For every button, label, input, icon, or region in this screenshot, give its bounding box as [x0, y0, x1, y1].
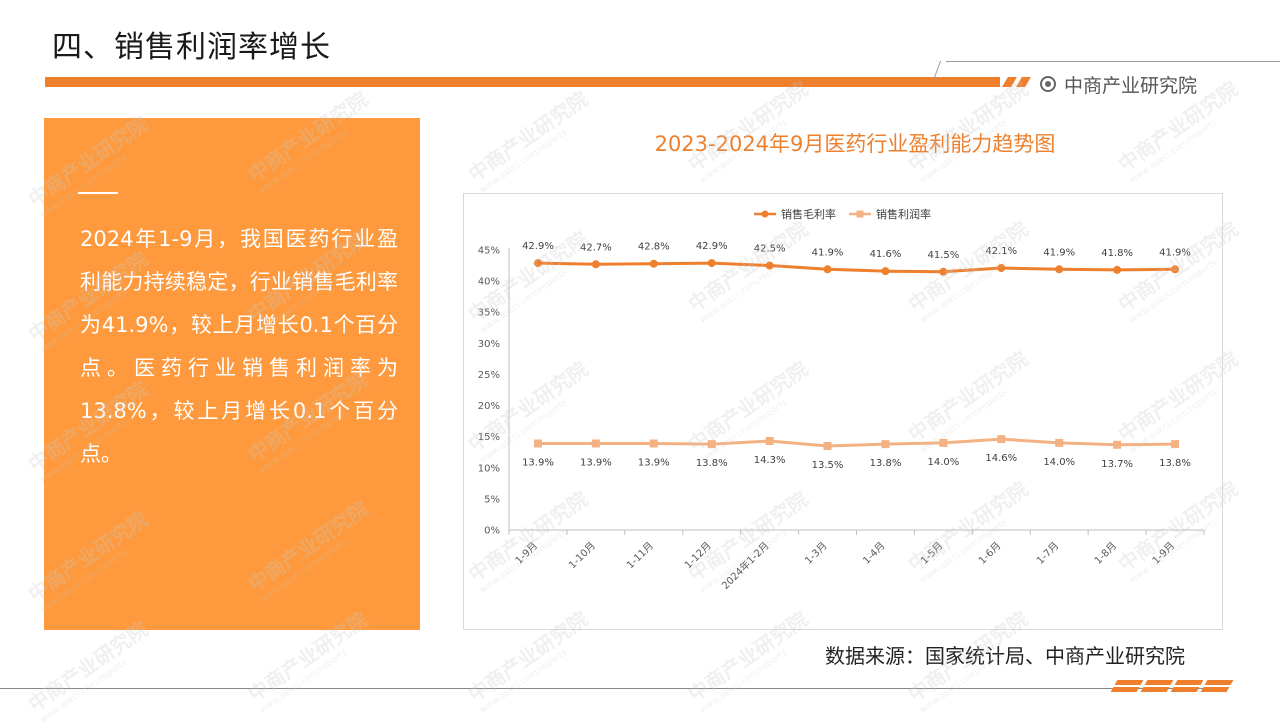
- data-label: 14.0%: [927, 457, 959, 468]
- data-point: [765, 261, 774, 270]
- data-point: [649, 439, 658, 448]
- side-panel-text: 2024年1-9月，我国医药行业盈利能力持续稳定，行业销售毛利率为41.9%，较…: [80, 227, 398, 466]
- data-point: [533, 259, 542, 268]
- data-point: [1171, 265, 1180, 274]
- series-line-2: [537, 437, 1176, 448]
- data-point: [1055, 265, 1064, 274]
- y-tick-label: 20%: [478, 401, 500, 412]
- legend-marker: [761, 210, 769, 218]
- data-label: 41.9%: [1159, 247, 1191, 258]
- x-tick-label: 1-12月: [682, 540, 714, 572]
- data-point: [823, 442, 832, 450]
- x-tick-label: 1-10月: [566, 540, 598, 572]
- bottom-divider-line: [0, 688, 1210, 689]
- data-label: 41.9%: [812, 247, 844, 258]
- data-label: 42.9%: [522, 241, 554, 252]
- data-source: 数据来源：国家统计局、中商产业研究院: [825, 644, 1185, 668]
- side-panel: 2024年1-9月，我国医药行业盈利能力持续稳定，行业销售毛利率为41.9%，较…: [44, 118, 420, 630]
- chart-frame: 0% 5% 10% 15% 20% 25% 30% 35% 40% 45% 1-9月 1-10月 1-1…: [463, 193, 1223, 630]
- x-tick-label: 1-11月: [624, 540, 656, 572]
- data-label: 42.1%: [985, 246, 1017, 257]
- data-point: [823, 265, 832, 274]
- data-point: [997, 435, 1006, 444]
- y-tick-label: 25%: [478, 370, 500, 381]
- y-tick-label: 15%: [478, 432, 500, 443]
- x-tick-label: 1-9月: [1150, 540, 1177, 567]
- data-label: 13.9%: [522, 458, 554, 469]
- data-label: 13.8%: [1159, 458, 1191, 469]
- top-divider-line: [946, 61, 1280, 62]
- data-label: 13.9%: [580, 458, 612, 469]
- y-tick-label: 5%: [484, 494, 500, 505]
- x-tick-label: 1-3月: [803, 540, 830, 567]
- data-label: 41.8%: [1101, 248, 1133, 259]
- x-tick-label: 2024年1-2月: [719, 539, 772, 592]
- data-point: [997, 264, 1006, 273]
- data-label: 41.6%: [870, 249, 902, 260]
- y-tick-label: 30%: [478, 339, 500, 350]
- data-label: 14.3%: [754, 455, 786, 466]
- x-tick-label: 1-8月: [1092, 540, 1119, 567]
- data-point: [881, 440, 890, 449]
- data-point: [649, 259, 658, 268]
- legend-label: 销售毛利率: [781, 207, 836, 221]
- page-title: 四、销售利润率增长: [52, 30, 331, 65]
- data-point: [939, 267, 948, 276]
- data-label: 41.5%: [927, 250, 959, 261]
- data-point: [1055, 438, 1064, 447]
- brand-name: 中商产业研究院: [1064, 74, 1198, 97]
- x-tick-label: 1-9月: [513, 540, 540, 567]
- data-point: [881, 267, 890, 276]
- legend-marker: [856, 210, 864, 218]
- data-point: [591, 439, 600, 448]
- data-point: [1113, 440, 1122, 449]
- title-underline-bar: [45, 77, 1000, 87]
- data-point: [591, 260, 600, 269]
- data-label: 42.7%: [580, 242, 612, 253]
- y-tick-label: 35%: [478, 308, 500, 319]
- x-tick-label: 1-4月: [860, 540, 887, 567]
- data-label: 13.5%: [812, 460, 844, 471]
- data-label: 13.7%: [1101, 459, 1133, 470]
- y-tick-label: 45%: [478, 246, 500, 257]
- data-label: 14.6%: [985, 453, 1017, 464]
- data-label: 41.9%: [1043, 247, 1075, 258]
- data-point: [533, 439, 542, 448]
- series-line-1: [537, 261, 1176, 274]
- data-label: 42.9%: [696, 241, 728, 252]
- data-label: 14.0%: [1043, 457, 1075, 468]
- brand-logo: 中商产业研究院: [1040, 72, 1198, 97]
- legend-label: 销售利润率: [876, 207, 931, 221]
- side-panel-rule: [78, 192, 118, 194]
- data-label: 13.8%: [870, 458, 902, 469]
- data-label: 13.9%: [638, 458, 670, 469]
- data-point: [1171, 440, 1180, 449]
- line-chart: 0% 5% 10% 15% 20% 25% 30% 35% 40% 45% 1-9月 1-10月 1-1…: [478, 207, 1205, 592]
- data-label: 42.8%: [638, 242, 670, 253]
- data-point: [707, 259, 716, 268]
- y-tick-label: 0%: [484, 526, 500, 537]
- data-point: [707, 440, 716, 449]
- chart-title: 2023-2024年9月医药行业盈利能力趋势图: [654, 132, 1056, 156]
- x-tick-label: 1-5月: [918, 540, 945, 567]
- brand-circle-icon: [1040, 76, 1056, 92]
- x-tick-label: 1-7月: [1034, 540, 1061, 567]
- bottom-stripes: [1110, 680, 1242, 692]
- data-point: [939, 438, 948, 447]
- data-point: [765, 437, 774, 446]
- title-underline-stripes: [1002, 77, 1033, 87]
- x-tick-label: 1-6月: [976, 540, 1003, 567]
- data-point: [1113, 265, 1122, 274]
- y-tick-label: 10%: [478, 463, 500, 474]
- data-label: 13.8%: [696, 458, 728, 469]
- data-label: 42.5%: [754, 244, 786, 255]
- watermark: 中商产业研究院 www.askci.com/reports: [23, 616, 153, 726]
- y-tick-label: 40%: [478, 277, 500, 288]
